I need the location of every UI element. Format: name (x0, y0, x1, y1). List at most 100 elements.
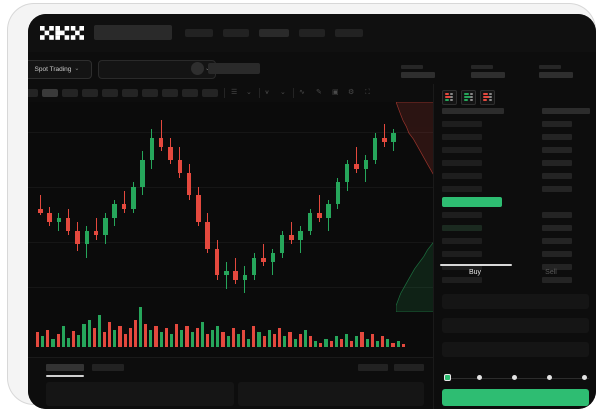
nav-item-4[interactable] (299, 29, 325, 37)
slider-stop-50[interactable] (512, 375, 517, 380)
volume-bar (190, 332, 194, 347)
tab-sell[interactable]: Sell (545, 269, 557, 276)
volume-bar (252, 325, 256, 347)
camera-icon[interactable]: ▣ (332, 89, 339, 96)
slider-handle[interactable] (444, 374, 451, 381)
volume-bar (205, 334, 210, 347)
volume-bar (396, 340, 400, 347)
depth-asks-icon[interactable] (480, 90, 495, 105)
chevron-down-icon[interactable]: ⌄ (280, 89, 286, 96)
app-header (28, 14, 596, 52)
line-wave-icon[interactable]: ∿ (299, 89, 305, 96)
timeframe-button-3[interactable] (62, 89, 78, 97)
indicator-icon[interactable]: ⩛ (265, 89, 269, 96)
timeframe-button-8[interactable] (162, 89, 178, 97)
volume-bar (180, 330, 184, 347)
timeframe-button-10[interactable] (202, 89, 218, 97)
volume-bar (334, 336, 338, 347)
slider-stop-75[interactable] (547, 375, 552, 380)
candle-wick (160, 120, 162, 152)
candle-wick (272, 248, 274, 276)
timeframe-button-9[interactable] (182, 89, 198, 97)
nav-item-3[interactable] (259, 29, 289, 37)
candle-body (261, 257, 266, 262)
volume-bar (77, 335, 81, 347)
settings-icon[interactable]: ⚙ (348, 89, 355, 96)
nav-item-5[interactable] (335, 29, 363, 37)
fullscreen-icon[interactable]: ⛶ (365, 89, 370, 96)
order-field-total[interactable] (442, 342, 589, 357)
order-book-ask-row[interactable] (442, 147, 482, 153)
volume-bar (339, 338, 344, 347)
price-chart[interactable] (28, 102, 433, 357)
order-book-bid-row[interactable] (442, 225, 482, 231)
volume-bar (386, 338, 390, 347)
candle-body (177, 159, 183, 174)
market-stat-value (539, 72, 573, 78)
bottom-tab-order-history[interactable] (92, 364, 124, 371)
volume-bar (257, 332, 261, 347)
candle-body (372, 137, 378, 160)
order-book-ask-row[interactable] (442, 173, 482, 179)
amount-percent-slider[interactable] (444, 374, 589, 382)
timeframe-button-5[interactable] (102, 89, 118, 97)
candlestick-icon[interactable]: ☰ (231, 89, 238, 96)
okx-logo[interactable] (40, 26, 84, 40)
nav-item-1[interactable] (185, 29, 213, 37)
candle-wick (263, 244, 264, 267)
candle-wick (225, 261, 227, 289)
submit-buy-button[interactable] (442, 389, 589, 406)
volume-bar (308, 336, 313, 347)
tab-buy[interactable]: Buy (468, 269, 482, 276)
bottom-action-2[interactable] (394, 364, 424, 371)
order-book-ask-row[interactable] (442, 134, 482, 140)
nav-item-2[interactable] (223, 29, 249, 37)
order-book-bid-row[interactable] (442, 277, 482, 283)
volume-bar (66, 337, 71, 347)
depth-both-icon[interactable] (442, 90, 457, 105)
volume-bar (123, 334, 127, 347)
slider-stop-100[interactable] (582, 375, 587, 380)
volume-bar (278, 328, 282, 347)
candle-wick (95, 217, 97, 240)
order-field-price[interactable] (442, 294, 589, 309)
volume-bar (216, 325, 220, 347)
order-book-ask-row[interactable] (442, 160, 482, 166)
order-book-bid-row[interactable] (442, 238, 482, 244)
volume-bar (231, 328, 235, 347)
volume-bar (262, 336, 266, 347)
candle-body (196, 195, 201, 223)
depth-overlay (395, 102, 433, 313)
bottom-action-1[interactable] (358, 364, 388, 371)
order-book-bid-row[interactable] (442, 251, 482, 257)
candle-body (38, 208, 43, 214)
trading-mode-label: Spot Trading (34, 66, 72, 73)
candle-wick (356, 146, 357, 174)
order-book-bid-row[interactable] (442, 264, 482, 270)
volume-bar (267, 330, 271, 347)
pencil-icon[interactable]: ✎ (316, 89, 322, 96)
volume-bar (133, 319, 138, 347)
depth-bids-icon[interactable] (461, 90, 476, 105)
order-book-ask-row[interactable] (442, 108, 504, 114)
timeframe-button-6[interactable] (122, 89, 138, 97)
candle-body (47, 213, 52, 222)
timeframe-button-2[interactable] (42, 89, 58, 97)
bottom-tab-open-orders[interactable] (46, 364, 84, 371)
search-input[interactable] (94, 25, 172, 40)
trading-mode-dropdown[interactable]: Spot Trading ⌄ (28, 60, 92, 79)
slider-stop-25[interactable] (477, 375, 482, 380)
order-field-amount[interactable] (442, 318, 589, 333)
order-book-bid-row[interactable] (442, 212, 482, 218)
order-book-ask-row[interactable] (442, 121, 482, 127)
timeframe-button-4[interactable] (82, 89, 98, 97)
market-stat-label (539, 65, 561, 69)
volume-bar (97, 315, 101, 347)
candle-body (363, 159, 369, 169)
order-book-ask-row[interactable] (442, 186, 482, 192)
volume-bar (375, 340, 380, 347)
timeframe-button-1[interactable] (28, 89, 38, 97)
timeframe-button-7[interactable] (142, 89, 158, 97)
chevron-down-icon[interactable]: ⌄ (246, 89, 252, 96)
candle-wick (244, 266, 246, 293)
